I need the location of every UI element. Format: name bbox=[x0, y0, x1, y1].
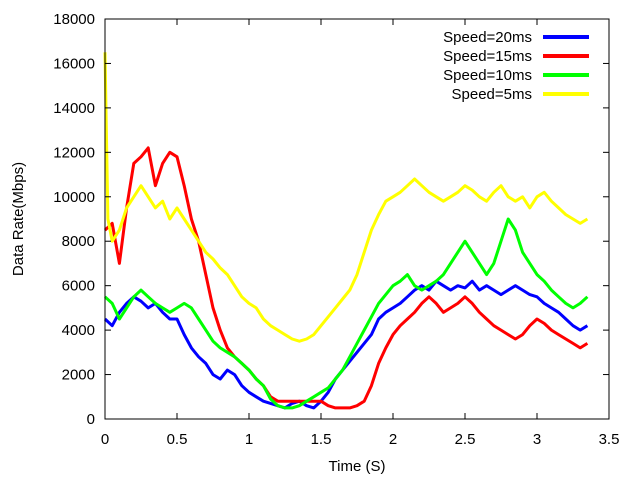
x-tick-label: 3 bbox=[533, 431, 541, 448]
x-tick-label: 0 bbox=[101, 431, 109, 448]
y-tick-label: 18000 bbox=[53, 11, 95, 28]
y-tick-label: 12000 bbox=[53, 144, 95, 161]
y-tick-label: 16000 bbox=[53, 55, 95, 72]
legend-label: Speed=20ms bbox=[443, 29, 532, 46]
x-tick-label: 1 bbox=[245, 431, 253, 448]
x-tick-label: 2.5 bbox=[455, 431, 476, 448]
y-tick-label: 0 bbox=[87, 411, 95, 428]
y-tick-label: 14000 bbox=[53, 100, 95, 117]
series-line-2 bbox=[103, 146, 589, 410]
y-tick-label: 6000 bbox=[62, 278, 95, 295]
x-tick-label: 0.5 bbox=[167, 431, 188, 448]
y-tick-label: 2000 bbox=[62, 367, 95, 384]
legend-label: Speed=5ms bbox=[452, 86, 532, 103]
x-axis-label: Time (S) bbox=[329, 458, 386, 475]
series-layer bbox=[103, 52, 589, 410]
x-tick-label: 1.5 bbox=[311, 431, 332, 448]
legend: Speed=20ms Speed=15ms Speed=10ms Speed=5ms bbox=[443, 29, 589, 103]
x-tick-label: 3.5 bbox=[599, 431, 620, 448]
y-axis-label: Data Rate(Mbps) bbox=[10, 162, 27, 276]
legend-label: Speed=10ms bbox=[443, 67, 532, 84]
x-tick-label: 2 bbox=[389, 431, 397, 448]
y-tick-label: 8000 bbox=[62, 233, 95, 250]
series-line-4 bbox=[103, 52, 589, 343]
series-line-1 bbox=[103, 279, 589, 410]
ticks-layer: 0 0.5 1 1.5 2 2.5 3 3.5 0 2000 4000 6000 8000 10000 12… bbox=[53, 11, 619, 448]
y-tick-label: 10000 bbox=[53, 189, 95, 206]
y-tick-label: 4000 bbox=[62, 322, 95, 339]
series-line-3 bbox=[103, 217, 589, 410]
legend-label: Speed=15ms bbox=[443, 48, 532, 65]
plot-frame bbox=[104, 18, 610, 420]
